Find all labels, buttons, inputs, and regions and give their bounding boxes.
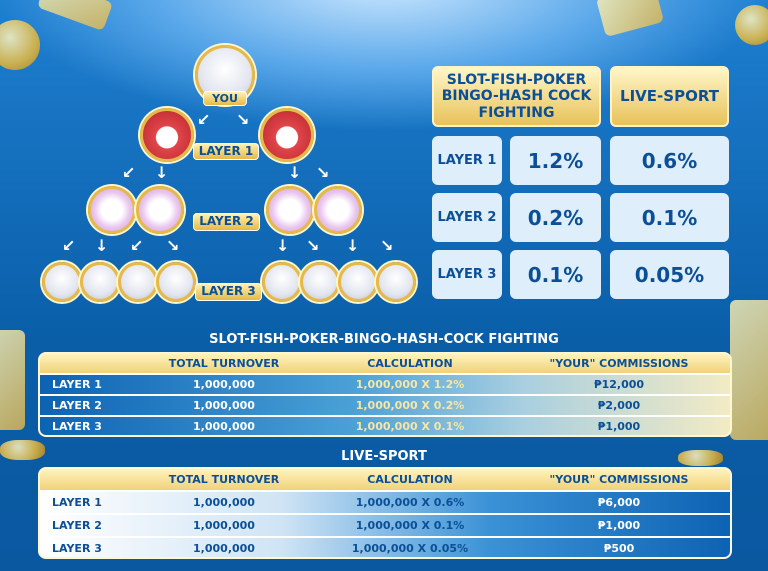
avatar-mascot <box>266 186 314 234</box>
table-cell: LAYER 1 <box>52 496 102 509</box>
avatar-mascot <box>262 262 302 302</box>
avatar-mascot <box>314 186 362 234</box>
table-cell: LAYER 2 <box>52 519 102 532</box>
rate-slot-cell: 0.1% <box>510 250 601 299</box>
rate-label-cell: LAYER 2 <box>432 193 502 242</box>
table-cell: 1,000,000 <box>193 399 255 412</box>
coin-decoration <box>735 5 768 45</box>
table-row: LAYER 2 1,000,000 1,000,000 X 0.2% ₱2,000 <box>40 394 730 415</box>
arrow-icon: ↓ <box>95 236 109 255</box>
arrow-icon: ↙ <box>130 236 144 255</box>
table-cell: 1,000,000 X 0.1% <box>355 420 465 433</box>
avatar-mascot <box>300 262 340 302</box>
arrow-icon: ↘ <box>306 236 320 255</box>
table-cell: 1,000,000 X 0.1% <box>355 519 465 532</box>
avatar-mascot <box>140 108 194 162</box>
column-header: CALCULATION <box>367 473 453 486</box>
table-row: LAYER 2 1,000,000 1,000,000 X 0.1% ₱1,000 <box>40 513 730 536</box>
arrow-icon: ↓ <box>155 163 169 182</box>
avatar-mascot <box>118 262 158 302</box>
table-cell: ₱1,000 <box>597 519 641 532</box>
column-header: TOTAL TURNOVER <box>168 473 280 486</box>
rate-live-cell: 0.6% <box>610 136 729 185</box>
rate-label-cell: LAYER 1 <box>432 136 502 185</box>
avatar-mascot <box>260 108 314 162</box>
layer1-label: LAYER 1 <box>193 143 259 160</box>
table-cell: 1,000,000 X 0.6% <box>355 496 465 509</box>
live-commission-table: TOTAL TURNOVER CALCULATION "YOUR" COMMISSI… <box>38 467 732 559</box>
avatar-mascot <box>156 262 196 302</box>
table-row: LAYER 3 1,000,000 1,000,000 X 0.1% ₱1,000 <box>40 415 730 435</box>
table-cell: 1,000,000 X 0.05% <box>351 542 469 555</box>
table-cell: 1,000,000 <box>193 542 255 555</box>
rate-header-slot: SLOT-FISH-POKER BINGO-HASH COCK FIGHTING <box>432 66 601 127</box>
table-cell: LAYER 1 <box>52 378 102 391</box>
column-header: "YOUR" COMMISSIONS <box>549 357 689 370</box>
arrow-icon: ↓ <box>276 236 290 255</box>
avatar-mascot <box>376 262 416 302</box>
table-cell: 1,000,000 <box>193 519 255 532</box>
table-row: LAYER 1 1,000,000 1,000,000 X 0.6% ₱6,000 <box>40 490 730 513</box>
arrow-icon: ↘ <box>316 163 330 182</box>
avatar-mascot <box>80 262 120 302</box>
arrow-icon: ↙ <box>62 236 76 255</box>
table-header: TOTAL TURNOVER CALCULATION "YOUR" COMMISSI… <box>40 469 730 490</box>
table-cell: LAYER 2 <box>52 399 102 412</box>
rate-live-cell: 0.05% <box>610 250 729 299</box>
you-label: YOU <box>203 91 247 106</box>
arrow-icon: ↓ <box>288 163 302 182</box>
table-cell: ₱6,000 <box>597 496 641 509</box>
table-row: LAYER 3 1,000,000 1,000,000 X 0.05% ₱500 <box>40 536 730 557</box>
live-table-title: LIVE-SPORT <box>341 449 427 464</box>
table-cell: 1,000,000 <box>193 420 255 433</box>
arrow-icon: ↙ <box>197 110 211 129</box>
table-cell: 1,000,000 <box>193 378 255 391</box>
gift-decoration <box>0 330 25 430</box>
table-cell: 1,000,000 X 0.2% <box>355 399 465 412</box>
gift-decoration <box>36 0 114 32</box>
table-cell: ₱1,000 <box>597 420 641 433</box>
arrow-icon: ↓ <box>346 236 360 255</box>
arrow-icon: ↘ <box>166 236 180 255</box>
layer2-label: LAYER 2 <box>193 213 260 231</box>
arrow-icon: ↘ <box>380 236 394 255</box>
table-cell: 1,000,000 <box>193 496 255 509</box>
rate-label-cell: LAYER 3 <box>432 250 502 299</box>
avatar-mascot <box>42 262 82 302</box>
table-cell: 1,000,000 X 1.2% <box>355 378 465 391</box>
coin-stack-decoration <box>0 440 45 460</box>
column-header: TOTAL TURNOVER <box>168 357 280 370</box>
table-cell: ₱500 <box>603 542 635 555</box>
coin-decoration <box>0 20 40 70</box>
column-header: "YOUR" COMMISSIONS <box>549 473 689 486</box>
table-cell: LAYER 3 <box>52 420 102 433</box>
layer3-label: LAYER 3 <box>195 283 262 301</box>
avatar-mascot <box>136 186 184 234</box>
column-header: CALCULATION <box>367 357 453 370</box>
table-cell: ₱2,000 <box>597 399 641 412</box>
slot-table-title: SLOT-FISH-POKER-BINGO-HASH-COCK FIGHTING <box>209 332 559 347</box>
rate-slot-cell: 0.2% <box>510 193 601 242</box>
table-cell: LAYER 3 <box>52 542 102 555</box>
rate-slot-cell: 1.2% <box>510 136 601 185</box>
slot-commission-table: TOTAL TURNOVER CALCULATION "YOUR" COMMISSI… <box>38 352 732 437</box>
rate-live-cell: 0.1% <box>610 193 729 242</box>
table-cell: ₱12,000 <box>593 378 645 391</box>
arrow-icon: ↘ <box>236 110 250 129</box>
arrow-icon: ↙ <box>122 163 136 182</box>
gift-decoration <box>730 300 768 440</box>
table-header: TOTAL TURNOVER CALCULATION "YOUR" COMMISSI… <box>40 354 730 373</box>
avatar-mascot <box>88 186 136 234</box>
table-row: LAYER 1 1,000,000 1,000,000 X 1.2% ₱12,000 <box>40 373 730 394</box>
gift-decoration <box>595 0 665 38</box>
rate-header-live: LIVE-SPORT <box>610 66 729 127</box>
avatar-mascot <box>338 262 378 302</box>
coin-stack-decoration <box>678 450 723 466</box>
